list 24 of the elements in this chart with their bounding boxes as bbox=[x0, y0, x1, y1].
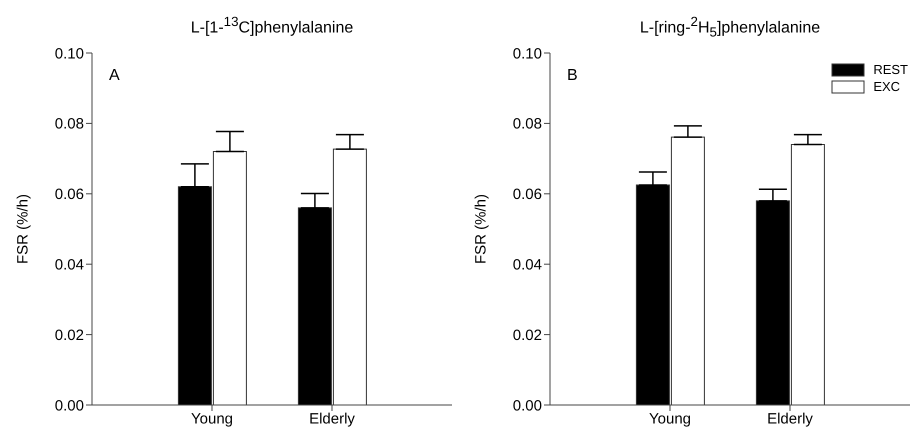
annotation: A bbox=[109, 67, 120, 85]
y-tick-label: 0.04 bbox=[512, 256, 542, 274]
y-axis-title: FSR (%/h) bbox=[14, 194, 32, 264]
y-tick-label: 0.02 bbox=[512, 326, 542, 344]
y-tick-label: 0.08 bbox=[54, 116, 84, 133]
y-axis-title: FSR (%/h) bbox=[472, 194, 490, 264]
y-tick-label: 0.10 bbox=[512, 45, 542, 62]
chart-title: L-[ring-$^{2}$H$_{5}$]phenylalanine bbox=[638, 14, 822, 40]
y-tick-label: 0.06 bbox=[512, 186, 542, 204]
y-tick-label: 0.10 bbox=[54, 45, 84, 62]
legend-label: EXC bbox=[873, 79, 900, 94]
x-tick-label: Young bbox=[191, 410, 233, 428]
legend-label: REST bbox=[873, 62, 908, 77]
y-tick-label: 0.00 bbox=[512, 397, 542, 414]
y-tick-label: 0.02 bbox=[54, 326, 84, 344]
y-tick-label: 0.06 bbox=[54, 186, 84, 204]
x-tick-label: Young bbox=[649, 410, 691, 428]
x-tick-label: Elderly bbox=[767, 410, 814, 428]
y-tick-label: 0.00 bbox=[54, 397, 84, 414]
chart-title: L-[1-$^{13}$C]phenylalanine bbox=[190, 14, 354, 38]
y-tick-label: 0.04 bbox=[54, 256, 84, 274]
y-tick-label: 0.08 bbox=[512, 116, 542, 133]
x-tick-label: Elderly bbox=[309, 410, 356, 428]
annotation: B bbox=[567, 67, 578, 85]
